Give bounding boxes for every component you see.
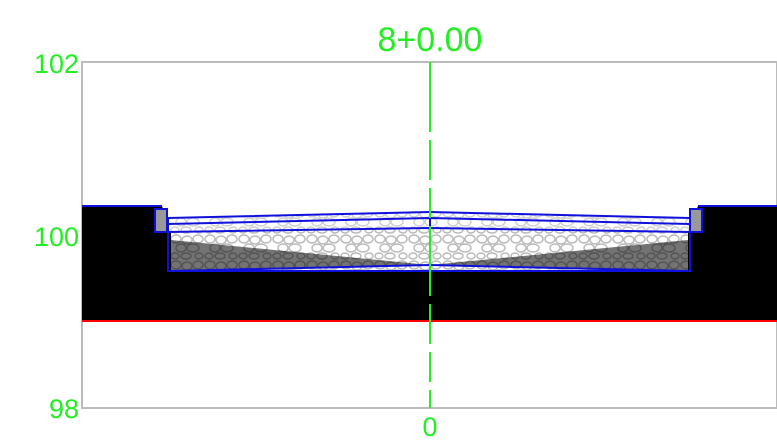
subgrade-wedge-right [430,240,688,271]
elevation-label-middle: 100 [34,222,79,252]
elevation-label-bottom: 98 [49,394,79,424]
elevation-label-top: 102 [34,49,79,79]
curb-left [154,208,168,233]
offset-label: 0 [422,412,437,440]
subgrade-wedge-left [171,240,430,271]
curb-right [689,208,703,233]
station-label: 8+0.00 [378,21,483,59]
